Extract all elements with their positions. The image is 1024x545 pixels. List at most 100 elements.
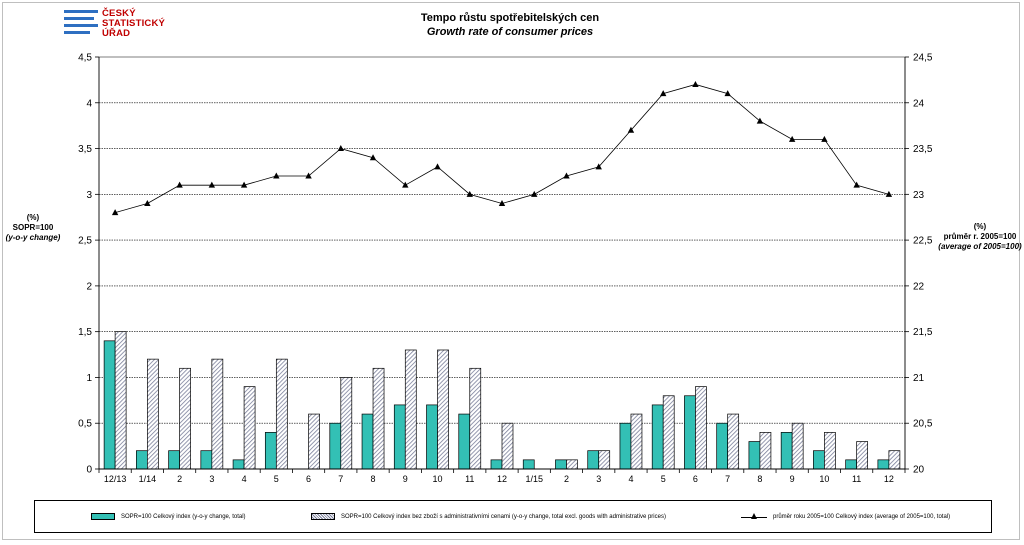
x-tick-label: 9 — [403, 474, 408, 484]
left-tick-label: 1,5 — [78, 327, 92, 338]
index-point — [595, 163, 602, 170]
bar-total — [458, 413, 471, 470]
index-point — [176, 181, 183, 188]
x-tick-label: 1/15 — [525, 474, 543, 484]
x-tick-label: 12 — [884, 474, 894, 484]
x-tick-label: 3 — [596, 474, 601, 484]
left-tick-label: 4,5 — [78, 53, 92, 64]
right-axis-label-line2: průměr r. 2005=100 — [943, 232, 1017, 241]
x-tick-label: 11 — [465, 474, 474, 484]
x-tick-label: 12 — [497, 474, 507, 484]
bar-excl-admin — [179, 367, 191, 470]
bar-excl-admin — [372, 367, 385, 470]
legend-label-total: SOPR=100 Celkový index (y-o-y change, to… — [121, 513, 246, 520]
bar-total — [587, 450, 600, 470]
right-tick-label: 24 — [913, 98, 925, 109]
x-tick-label: 7 — [725, 474, 730, 484]
x-tick-label: 5 — [661, 474, 666, 484]
bar-total — [232, 459, 245, 470]
left-axis-label-line2: SOPR=100 — [12, 223, 54, 232]
left-axis-label: (%) SOPR=100 (y-o-y change) — [4, 213, 62, 243]
right-axis-label: (%) průměr r. 2005=100 (average of 2005=… — [936, 222, 1024, 252]
index-point — [305, 172, 312, 179]
bar-excl-admin — [114, 331, 127, 470]
bar-total — [651, 404, 664, 470]
bar-excl-admin — [501, 422, 514, 470]
x-tick-label: 6 — [693, 474, 698, 484]
x-tick-label: 3 — [209, 474, 214, 484]
index-point — [369, 154, 377, 161]
x-tick-label: 9 — [790, 474, 795, 484]
bar-excl-admin — [695, 386, 707, 470]
index-point — [240, 181, 248, 188]
bar-total — [200, 450, 213, 470]
legend-label-index: průměr roku 2005=100 Celkový index (aver… — [773, 514, 951, 520]
x-tick-label: 8 — [757, 474, 762, 484]
bar-total — [136, 450, 148, 470]
x-tick-label: 2 — [177, 474, 182, 484]
bar-total — [264, 432, 277, 470]
x-tick-label: 6 — [306, 474, 311, 484]
index-point — [724, 90, 731, 97]
bar-total — [555, 459, 567, 470]
legend-swatch-hatch — [311, 513, 335, 520]
chart-title: Tempo růstu spotřebitelských cen — [420, 12, 600, 24]
left-axis-label-line1: (%) — [26, 213, 40, 222]
legend-swatch-line — [741, 513, 767, 521]
bar-excl-admin — [275, 358, 288, 470]
left-tick-label: 0 — [86, 465, 92, 476]
x-tick-label: 10 — [433, 474, 443, 484]
bar-total — [329, 422, 342, 470]
right-tick-label: 24,5 — [913, 53, 933, 64]
legend-swatch-teal — [91, 513, 115, 520]
left-axis-label-line3: (y-o-y change) — [5, 233, 61, 242]
index-point — [498, 199, 506, 206]
x-tick-label: 2 — [564, 474, 569, 484]
bar-excl-admin — [243, 386, 256, 470]
right-tick-label: 20,5 — [913, 419, 933, 430]
bar-excl-admin — [759, 432, 772, 470]
index-point — [563, 172, 570, 179]
index-point — [531, 190, 538, 197]
index-point — [111, 209, 119, 216]
left-tick-label: 1 — [86, 373, 92, 384]
x-tick-label: 10 — [819, 474, 829, 484]
index-point — [466, 190, 473, 197]
bar-excl-admin — [566, 459, 578, 470]
chart-subtitle: Growth rate of consumer prices — [426, 26, 594, 38]
index-point — [660, 90, 667, 97]
logo-text: ČESKÝ STATISTICKÝ ÚŘAD — [102, 9, 165, 39]
x-tick-label: 8 — [371, 474, 376, 484]
bar-total — [619, 422, 632, 470]
left-tick-label: 0,5 — [78, 419, 92, 430]
right-axis-label-line3: (average of 2005=100) — [938, 242, 1022, 251]
bar-excl-admin — [888, 450, 901, 470]
bar-excl-admin — [437, 349, 449, 470]
chart-legend: SOPR=100 Celkový index (y-o-y change, to… — [34, 500, 992, 533]
bar-total — [877, 459, 890, 470]
left-tick-label: 3 — [86, 190, 92, 201]
left-tick-label: 2 — [86, 281, 92, 292]
logo-line-3: ÚŘAD — [102, 28, 131, 39]
index-point — [434, 163, 441, 170]
bar-excl-admin — [630, 413, 643, 470]
bar-total — [361, 413, 374, 470]
index-point — [885, 190, 893, 197]
right-tick-label: 23,5 — [913, 144, 933, 155]
bar-excl-admin — [727, 413, 740, 470]
bar-total — [813, 450, 825, 470]
logo-line-2: STATISTICKÝ — [102, 18, 166, 29]
legend-item-excl-admin: SOPR=100 Celkový index bez zboží s admin… — [311, 513, 666, 520]
index-point — [402, 181, 409, 188]
x-tick-label: 7 — [338, 474, 343, 484]
index-point — [273, 172, 280, 179]
bar-total — [845, 459, 857, 470]
bar-total — [780, 432, 793, 470]
index-point — [627, 126, 635, 133]
bar-excl-admin — [824, 432, 836, 470]
bar-total — [490, 459, 503, 470]
x-tick-label: 4 — [242, 474, 247, 484]
bar-excl-admin — [147, 358, 159, 470]
